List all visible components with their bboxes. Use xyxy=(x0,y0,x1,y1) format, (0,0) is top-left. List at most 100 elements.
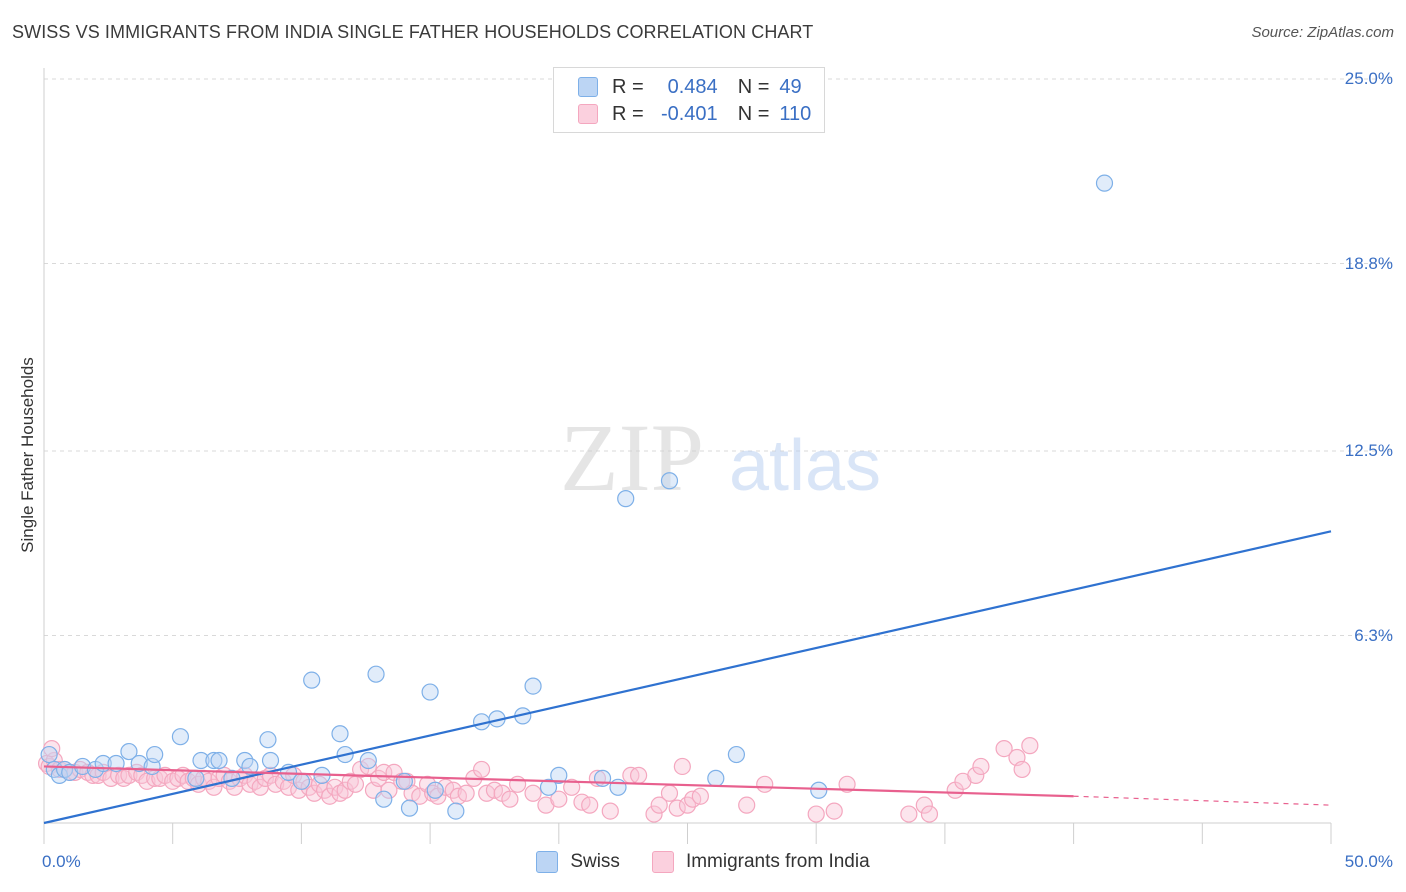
swiss-point xyxy=(55,760,74,779)
correlation-legend: R = 0.484 N = 49 R = -0.401 N = 110 xyxy=(553,67,825,133)
swiss-point xyxy=(593,769,612,787)
swiss-point xyxy=(367,665,385,683)
india-point xyxy=(581,796,599,814)
india-point xyxy=(668,799,686,817)
legend-r-value: 0.484 xyxy=(667,75,718,98)
trend-lines xyxy=(43,530,1332,825)
swiss-point xyxy=(192,751,210,770)
india-point xyxy=(509,775,527,793)
swiss-point xyxy=(210,751,228,770)
india-point xyxy=(563,778,581,796)
grid-lines xyxy=(44,78,1393,637)
india-point xyxy=(838,775,856,793)
swiss-point xyxy=(617,490,635,508)
india-point xyxy=(359,757,377,776)
india-point xyxy=(807,805,825,823)
swiss-point xyxy=(130,754,148,773)
india-point xyxy=(629,766,648,784)
india-point xyxy=(472,760,491,779)
legend-swatch-swiss xyxy=(536,851,559,873)
swiss-point xyxy=(524,677,542,695)
swiss-point xyxy=(261,751,280,770)
chart-title: SWISS VS IMMIGRANTS FROM INDIA SINGLE FA… xyxy=(12,22,814,42)
india-point xyxy=(650,796,668,814)
india-point xyxy=(1013,760,1031,779)
india-point xyxy=(825,802,843,820)
india-point xyxy=(331,784,349,802)
legend-n-value: 49 xyxy=(779,75,802,98)
swiss-point xyxy=(810,781,828,799)
india-point xyxy=(673,757,691,776)
swiss-point xyxy=(205,751,223,770)
legend-label-swiss: Swiss xyxy=(570,851,620,872)
axes xyxy=(43,68,1332,844)
legend-row-swiss: R = 0.484 N = 49 xyxy=(578,75,802,99)
india-point xyxy=(1021,737,1039,755)
swiss-point xyxy=(375,790,393,808)
watermark-atlas: atlas xyxy=(729,426,881,506)
y-tick-label: 18.8% xyxy=(1344,253,1393,273)
series-swiss xyxy=(40,174,1114,820)
legend-item-swiss: Swiss xyxy=(536,851,620,873)
india-point xyxy=(321,787,339,805)
india-point xyxy=(411,787,429,805)
swiss-point xyxy=(241,757,259,776)
swiss-point xyxy=(421,683,439,701)
y-tick-label: 6.3% xyxy=(1354,625,1393,645)
india-point xyxy=(457,784,475,802)
y-tick-label: 12.5% xyxy=(1344,441,1393,460)
swiss-point xyxy=(1095,174,1114,192)
india-point xyxy=(550,790,568,808)
india-trend-extension xyxy=(1073,795,1332,806)
source-label: Source: ZipAtlas.com xyxy=(1251,24,1394,41)
swiss-point xyxy=(187,769,205,787)
india-point xyxy=(900,805,918,823)
x-tick-min: 0.0% xyxy=(42,852,81,871)
swiss-trend-line xyxy=(43,530,1332,825)
x-tick-max: 50.0% xyxy=(1344,852,1393,871)
india-point xyxy=(346,775,365,793)
india-point xyxy=(380,781,398,799)
watermark: ZIP atlas xyxy=(560,404,881,511)
swiss-point xyxy=(40,745,58,764)
legend-row-india: R = -0.401 N = 110 xyxy=(578,102,811,126)
swiss-point xyxy=(171,728,190,746)
swiss-point xyxy=(292,772,310,790)
legend-swatch-india xyxy=(578,104,598,124)
legend-item-india: Immigrants from India xyxy=(651,851,870,873)
swiss-point xyxy=(331,725,349,743)
swiss-point xyxy=(359,751,377,770)
legend-n-label: N = xyxy=(737,102,770,125)
swiss-point xyxy=(609,778,627,796)
swiss-point xyxy=(660,472,679,490)
india-point xyxy=(995,739,1013,758)
legend-swatch-india xyxy=(651,851,674,873)
swiss-point xyxy=(550,766,568,784)
india-point xyxy=(336,781,354,799)
legend-swatch-swiss xyxy=(578,77,598,97)
india-point xyxy=(524,784,542,802)
india-trend-line xyxy=(43,765,1074,798)
swiss-point xyxy=(426,781,444,799)
swiss-point xyxy=(303,671,321,689)
india-point xyxy=(660,784,679,802)
india-point xyxy=(915,796,933,814)
legend-n-label: N = xyxy=(737,75,770,98)
y-tick-label: 25.0% xyxy=(1344,69,1393,88)
india-point xyxy=(691,787,709,805)
india-point xyxy=(738,796,756,814)
legend-r-label: R = xyxy=(612,75,644,98)
india-point xyxy=(645,805,663,823)
india-point xyxy=(920,805,939,823)
swiss-point xyxy=(146,745,164,764)
swiss-point xyxy=(707,769,725,787)
legend-r-value: -0.401 xyxy=(660,102,718,125)
swiss-point xyxy=(539,778,558,796)
india-point xyxy=(967,766,985,784)
swiss-point xyxy=(447,802,465,820)
swiss-point xyxy=(400,799,419,817)
swiss-point xyxy=(727,745,746,764)
india-point xyxy=(756,775,774,793)
swiss-point xyxy=(259,731,277,749)
